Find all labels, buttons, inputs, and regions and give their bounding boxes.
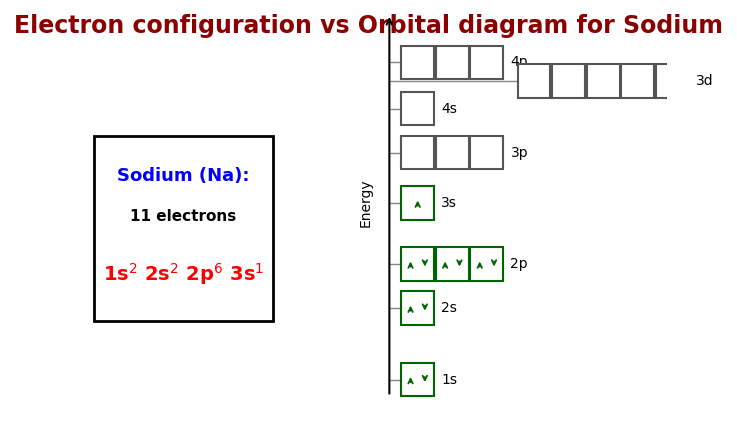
Bar xyxy=(402,92,434,125)
Bar xyxy=(402,247,434,281)
Text: 3s: 3s xyxy=(441,196,457,210)
Text: 4s: 4s xyxy=(441,102,457,115)
Text: Energy: Energy xyxy=(358,179,372,228)
Bar xyxy=(402,46,434,79)
Bar xyxy=(517,64,551,98)
Text: Sodium (Na):: Sodium (Na): xyxy=(117,168,250,185)
Bar xyxy=(436,136,469,170)
Bar xyxy=(470,46,503,79)
Bar xyxy=(621,64,654,98)
Bar xyxy=(552,64,585,98)
Bar xyxy=(402,291,434,325)
Bar xyxy=(656,64,689,98)
Text: 3d: 3d xyxy=(696,74,713,88)
Text: 4p: 4p xyxy=(511,55,528,69)
Bar xyxy=(470,247,503,281)
Bar xyxy=(470,136,503,170)
Text: 3p: 3p xyxy=(511,146,528,159)
Text: 11 electrons: 11 electrons xyxy=(130,209,237,224)
Text: 1s: 1s xyxy=(441,373,457,387)
Bar xyxy=(587,64,620,98)
Bar xyxy=(402,186,434,220)
Bar xyxy=(402,136,434,170)
Bar xyxy=(436,46,469,79)
Text: 1s$^2$ 2s$^2$ 2p$^6$ 3s$^1$: 1s$^2$ 2s$^2$ 2p$^6$ 3s$^1$ xyxy=(103,261,265,288)
Text: 2p: 2p xyxy=(511,257,528,271)
Bar xyxy=(402,363,434,396)
Text: Electron configuration vs Orbital diagram for Sodium: Electron configuration vs Orbital diagra… xyxy=(14,14,723,38)
Text: 2s: 2s xyxy=(441,301,457,315)
Bar xyxy=(436,247,469,281)
Bar xyxy=(94,136,273,321)
